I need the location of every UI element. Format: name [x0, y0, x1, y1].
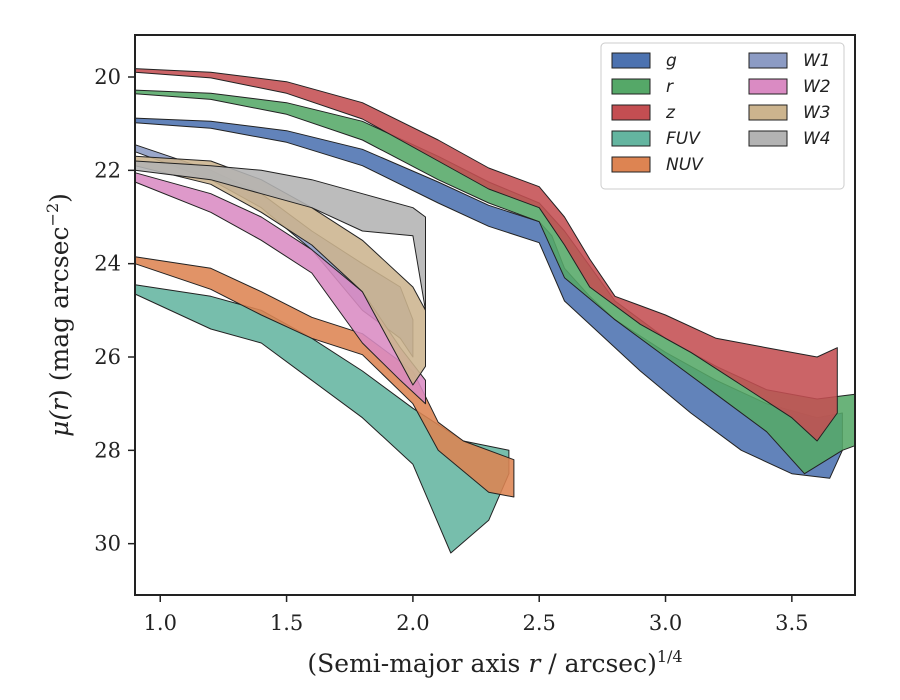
y-tick-label: 24: [94, 252, 121, 276]
legend-swatch-w3: [748, 104, 788, 121]
x-tick-label: 2.0: [396, 611, 429, 635]
y-tick-label: 26: [94, 345, 121, 369]
x-axis-label: (Semi-major axis r / arcsec)1/4: [307, 647, 682, 678]
legend-swatch-w1: [748, 52, 788, 69]
band-nuv: [134, 256, 515, 498]
x-tick-label: 3.0: [649, 611, 682, 635]
axes-frame: [134, 34, 856, 596]
x-tick-label: 3.5: [775, 611, 808, 635]
y-tick-label: 30: [94, 532, 121, 556]
y-axis: 20 22 24 26 28 30: [94, 65, 135, 556]
y-tick-label: 28: [94, 438, 121, 462]
legend-swatch-w4: [748, 130, 788, 147]
legend-label-g: g: [666, 51, 677, 71]
legend-label-nuv: NUV: [666, 155, 704, 175]
band-w2: [134, 172, 426, 405]
legend-label-w2: W2: [803, 77, 831, 97]
band-w4: [134, 160, 426, 311]
legend-label-w1: W1: [803, 51, 831, 71]
x-tick-label: 2.5: [523, 611, 556, 635]
legend-label-w3: W3: [803, 103, 831, 123]
legend-swatch-w2: [748, 78, 788, 95]
y-axis-label: μ(r) (mag arcsec−2): [43, 193, 74, 437]
legend-swatch-z: [611, 104, 651, 121]
plot-area: [134, 68, 856, 554]
legend-label-r: r: [666, 77, 674, 97]
x-tick-label: 1.5: [270, 611, 303, 635]
legend-swatch-g: [611, 52, 651, 69]
y-tick-label: 20: [94, 65, 121, 89]
legend-label-w4: W4: [803, 129, 831, 149]
legend-swatch-nuv: [611, 156, 651, 173]
legend: grz FUV NUV W1 W2 W3 W4: [600, 42, 845, 190]
y-tick-label: 22: [94, 158, 121, 182]
legend-swatch-r: [611, 78, 651, 95]
band-z: [134, 68, 838, 442]
legend-label-fuv: FUV: [666, 129, 701, 149]
x-tick-label: 1.0: [144, 611, 177, 635]
x-axis: 1.0 1.5 2.0 2.5 3.0 3.5: [144, 595, 809, 635]
legend-label-z: z: [665, 103, 676, 123]
legend-swatch-fuv: [611, 130, 651, 147]
